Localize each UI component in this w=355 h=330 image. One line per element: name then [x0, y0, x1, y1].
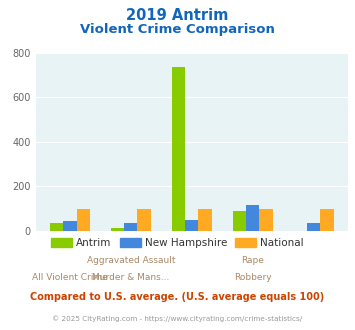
Text: Aggravated Assault: Aggravated Assault: [87, 256, 175, 265]
Bar: [124, 223, 137, 231]
Bar: [50, 223, 63, 231]
Text: © 2025 CityRating.com - https://www.cityrating.com/crime-statistics/: © 2025 CityRating.com - https://www.city…: [53, 315, 302, 322]
Bar: [63, 221, 77, 231]
Bar: [185, 220, 198, 231]
Bar: [233, 211, 246, 231]
Text: Rape: Rape: [241, 256, 264, 265]
Text: 2019 Antrim: 2019 Antrim: [126, 8, 229, 23]
Text: Violent Crime Comparison: Violent Crime Comparison: [80, 23, 275, 36]
Bar: [198, 209, 212, 231]
Text: Murder & Mans...: Murder & Mans...: [92, 273, 169, 282]
Bar: [307, 223, 320, 231]
Text: Robbery: Robbery: [234, 273, 272, 282]
Bar: [77, 209, 90, 231]
Text: Compared to U.S. average. (U.S. average equals 100): Compared to U.S. average. (U.S. average …: [31, 292, 324, 302]
Text: All Violent Crime: All Violent Crime: [32, 273, 108, 282]
Bar: [171, 67, 185, 231]
Bar: [137, 209, 151, 231]
Bar: [246, 205, 260, 231]
Bar: [111, 228, 124, 231]
Bar: [320, 209, 334, 231]
Bar: [260, 209, 273, 231]
Legend: Antrim, New Hampshire, National: Antrim, New Hampshire, National: [47, 234, 308, 252]
